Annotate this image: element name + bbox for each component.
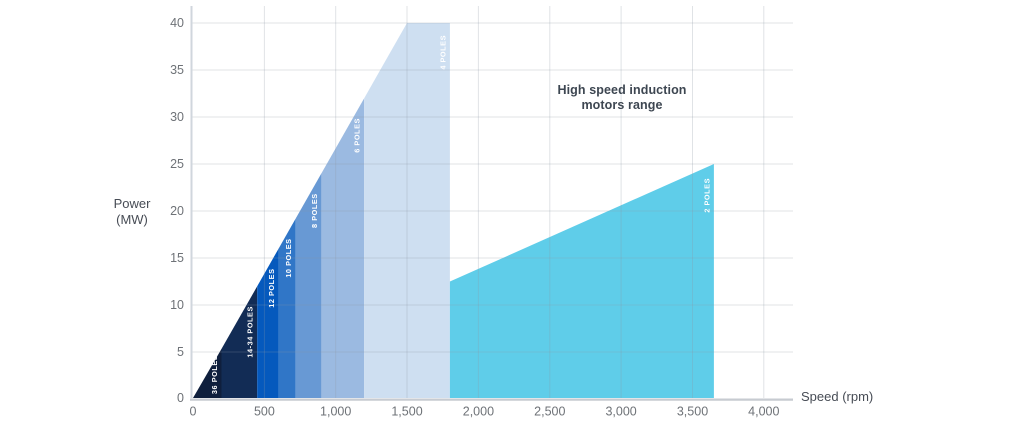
y-tick-label-40: 40 [170, 16, 184, 30]
chart-annotation: High speed induction motors range [512, 83, 732, 113]
y-axis-title-line1: Power [113, 196, 151, 211]
x-tick-label-3500: 3,500 [677, 405, 708, 419]
x-tick-label-3000: 3,000 [605, 405, 636, 419]
x-tick-label-1000: 1,000 [320, 405, 351, 419]
y-tick-label-5: 5 [177, 345, 184, 359]
x-tick-label-1500: 1,500 [391, 405, 422, 419]
x-tick-label-2000: 2,000 [463, 405, 494, 419]
band-label-14-34-poles: 14-34 POLES [246, 306, 255, 357]
pole-band-14-34-poles [221, 286, 258, 398]
x-tick-label-4000: 4,000 [748, 405, 779, 419]
y-tick-label-35: 35 [170, 63, 184, 77]
y-axis-title-line2: (MW) [116, 212, 148, 227]
x-tick-label-0: 0 [190, 405, 197, 419]
band-label-12-poles: 12 POLES [267, 269, 276, 308]
band-label-4-poles: 4 POLES [438, 35, 447, 70]
band-label-2-poles: 2 POLES [702, 178, 711, 213]
pole-band-4-poles [364, 23, 450, 398]
y-tick-label-0: 0 [177, 391, 184, 405]
pole-band-36-poles [193, 348, 222, 398]
pole-band-8-poles [295, 173, 322, 398]
y-tick-label-30: 30 [170, 110, 184, 124]
band-label-10-poles: 10 POLES [284, 238, 293, 277]
x-axis-title: Speed (rpm) [801, 389, 874, 404]
pole-band-2-poles [449, 164, 714, 398]
x-tick-label-500: 500 [254, 405, 275, 419]
pole-band-10-poles [278, 218, 296, 398]
chart-annotation-line2: motors range [581, 98, 663, 112]
band-label-36-poles: 36 POLES [210, 355, 219, 394]
y-tick-label-20: 20 [170, 204, 184, 218]
pole-band-12-poles [257, 248, 279, 398]
y-tick-label-15: 15 [170, 251, 184, 265]
pole-band-6-poles [321, 98, 365, 398]
x-tick-label-2500: 2,500 [534, 405, 565, 419]
band-label-6-poles: 6 POLES [353, 118, 362, 153]
y-tick-label-10: 10 [170, 298, 184, 312]
y-tick-label-25: 25 [170, 157, 184, 171]
y-axis-title: Power (MW) [103, 196, 161, 228]
band-label-8-poles: 8 POLES [310, 193, 319, 228]
chart-annotation-line1: High speed induction [557, 83, 687, 97]
